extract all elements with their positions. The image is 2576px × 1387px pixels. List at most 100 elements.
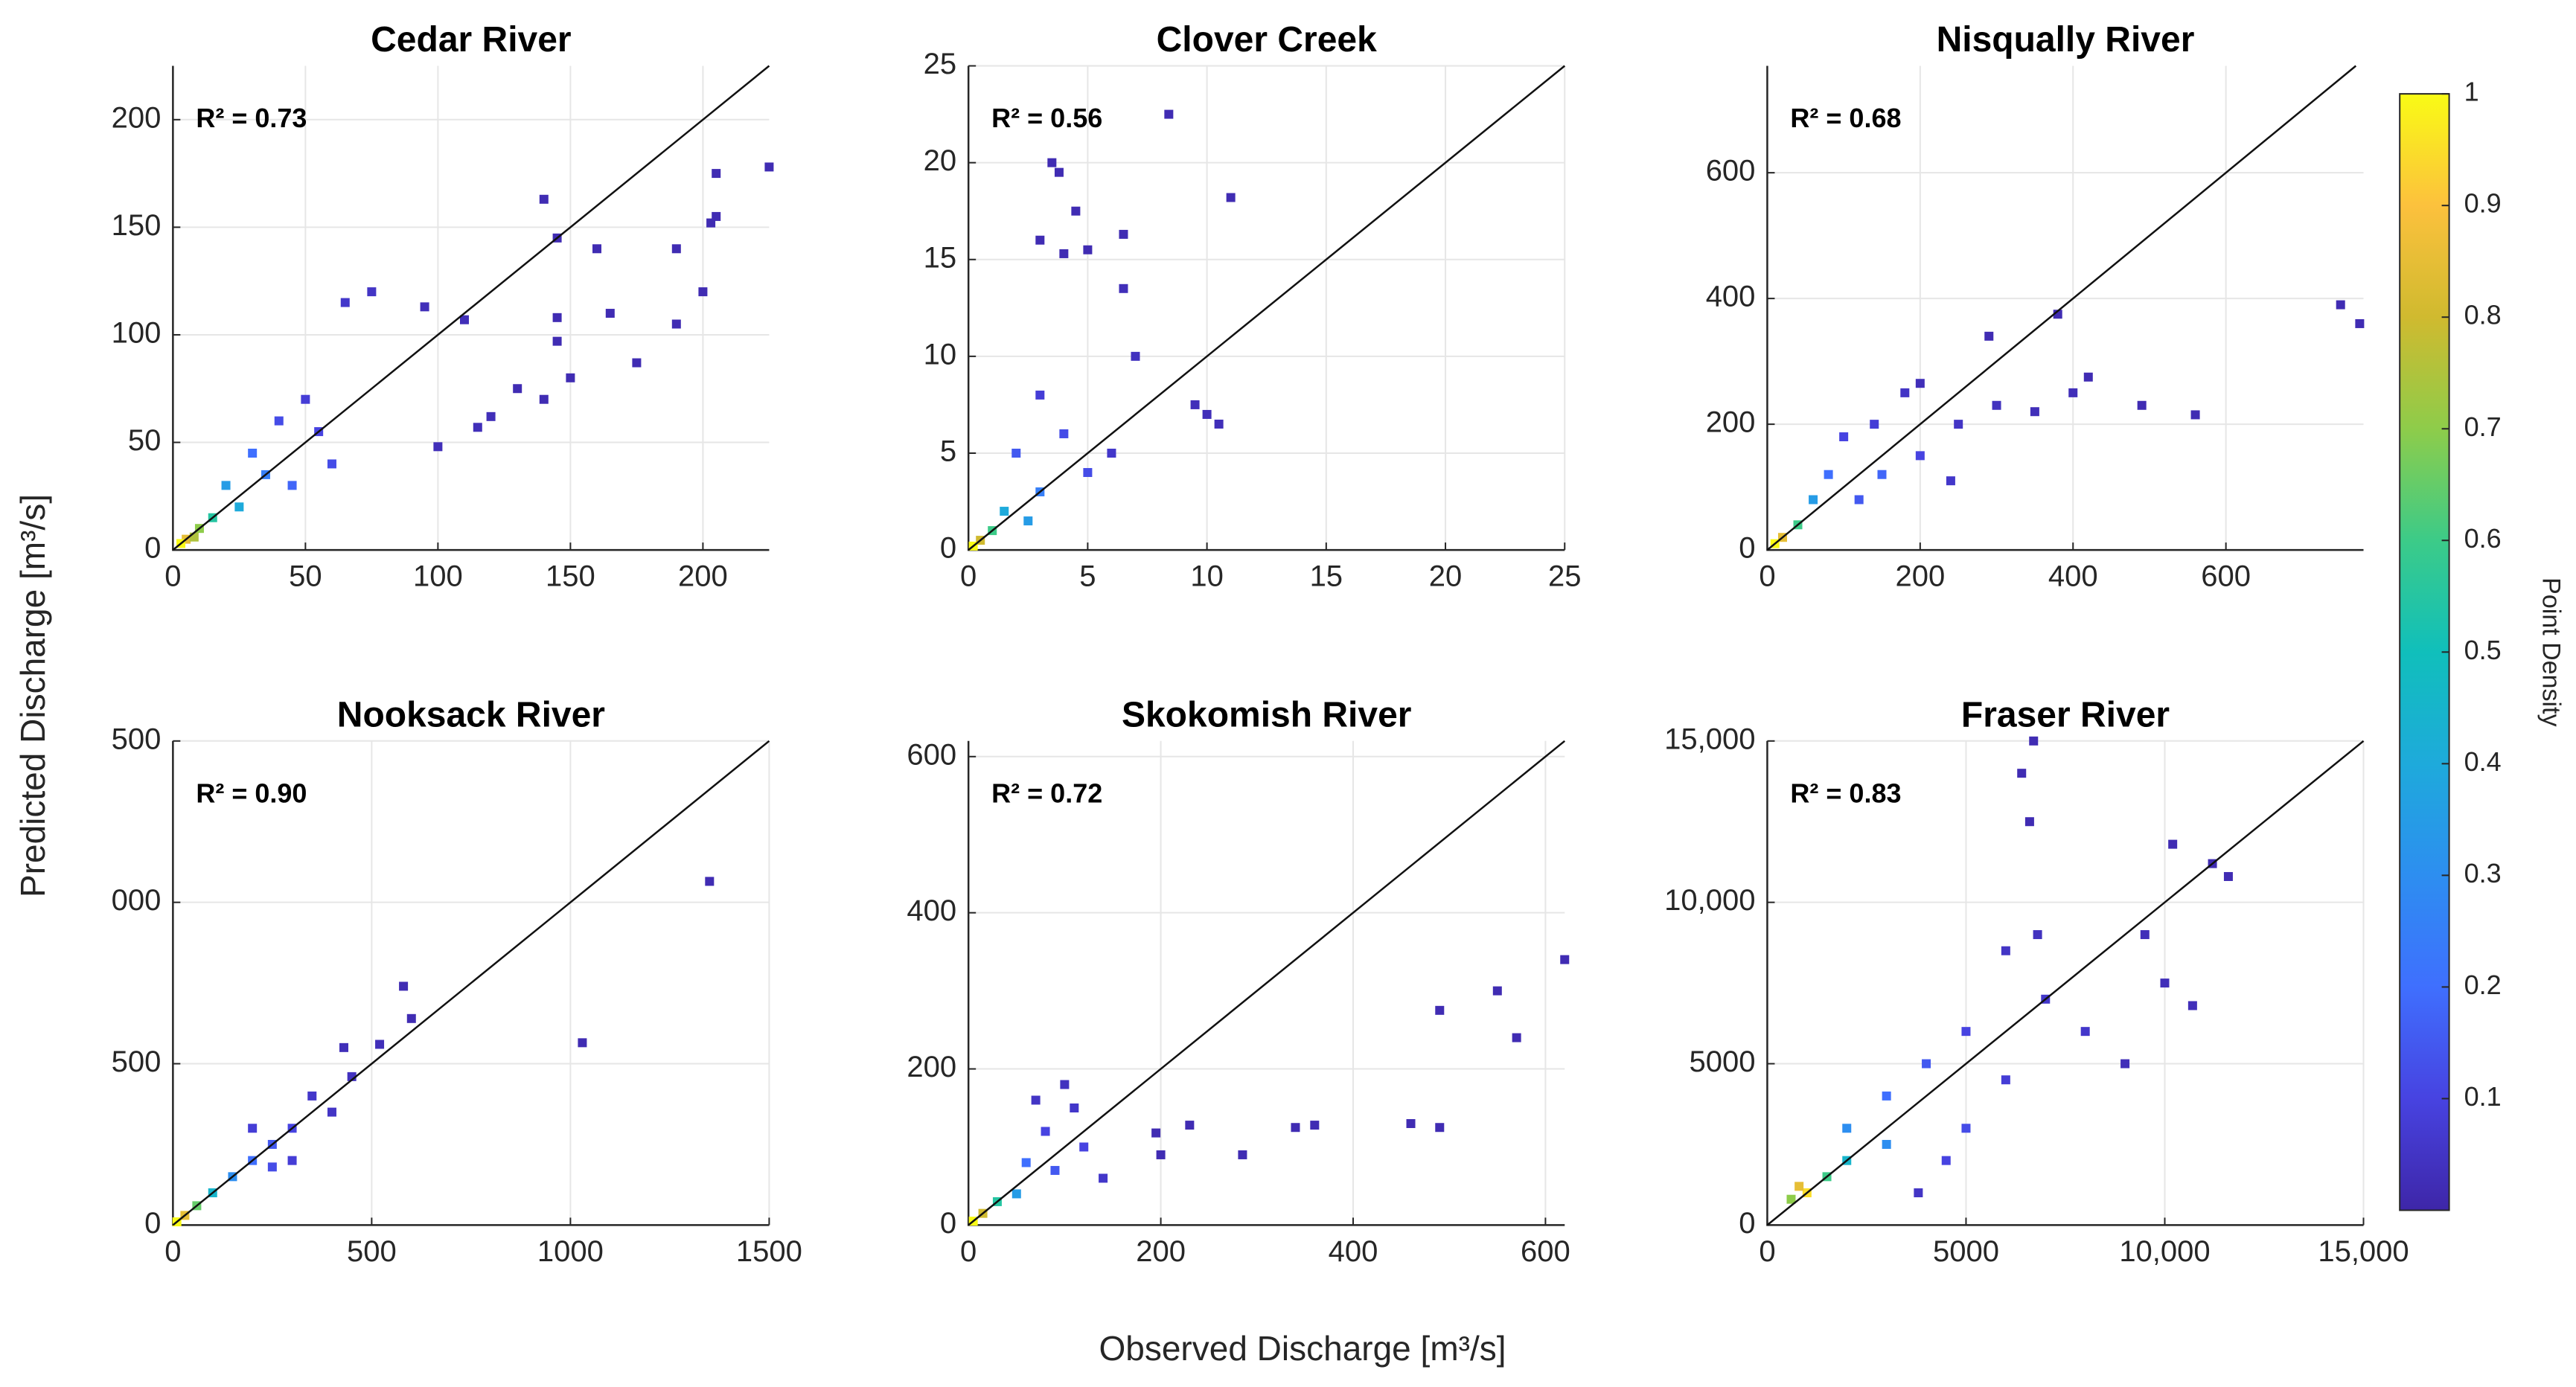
- colorbar-tick-label: 0.1: [2464, 1081, 2502, 1112]
- point: [2033, 930, 2042, 940]
- x-tick-label: 1000: [537, 1235, 604, 1268]
- point: [1877, 470, 1887, 479]
- y-tick-label: 0: [1739, 532, 1755, 565]
- point: [1226, 193, 1236, 202]
- one-to-one-line: [1766, 65, 2357, 551]
- point: [287, 481, 297, 490]
- point: [1185, 1121, 1195, 1130]
- y-tick-label: 0: [144, 532, 161, 565]
- point: [1492, 986, 1502, 996]
- y-tick-label: 200: [1706, 406, 1756, 439]
- one-to-one-line: [968, 740, 1566, 1226]
- point: [248, 448, 258, 458]
- colorbar-tick-label: 0.6: [2464, 523, 2502, 554]
- plot-title: Cedar River: [371, 20, 571, 60]
- x-tick-label: 400: [2048, 560, 2098, 593]
- y-tick-label: 000: [112, 884, 162, 917]
- point: [307, 1091, 317, 1101]
- point: [301, 394, 310, 404]
- point: [406, 1013, 416, 1023]
- point: [1794, 1182, 1804, 1191]
- point: [1050, 1165, 1060, 1175]
- point: [705, 877, 715, 886]
- point: [632, 358, 642, 368]
- point: [2068, 388, 2078, 397]
- point: [2001, 1075, 2010, 1085]
- point: [1031, 1095, 1041, 1105]
- point: [1099, 1173, 1108, 1183]
- point: [1870, 420, 1879, 429]
- y-tick-label: 200: [112, 101, 162, 134]
- point: [578, 1038, 587, 1048]
- point: [1839, 432, 1849, 442]
- point: [1156, 1150, 1166, 1159]
- point: [1060, 1080, 1070, 1089]
- point: [1435, 1123, 1445, 1133]
- point: [267, 1162, 277, 1172]
- colorbar-tick-label: 0.5: [2464, 635, 2502, 665]
- point: [2030, 407, 2039, 417]
- point: [375, 1040, 385, 1049]
- point: [1023, 516, 1033, 526]
- x-tick-label: 0: [960, 560, 977, 593]
- point: [513, 384, 522, 394]
- point: [1190, 400, 1200, 409]
- point: [1035, 390, 1045, 400]
- point: [671, 244, 681, 254]
- point: [327, 1107, 336, 1117]
- colorbar-tick-label: 0.9: [2464, 188, 2502, 219]
- point: [1238, 1150, 1247, 1159]
- point: [1202, 409, 1212, 419]
- x-tick-label: 400: [1329, 1235, 1378, 1268]
- y-tick-label: 500: [112, 723, 162, 755]
- y-tick-label: 15,000: [1664, 723, 1755, 755]
- r-squared: R² = 0.56: [991, 103, 1102, 133]
- y-tick-label: 10,000: [1664, 884, 1755, 917]
- point: [433, 442, 443, 452]
- point: [1107, 448, 1116, 458]
- one-to-one-line: [1766, 740, 2365, 1226]
- point: [1021, 1158, 1031, 1167]
- point: [2140, 930, 2150, 940]
- y-axis-label: Predicted Discharge [m³/s]: [13, 494, 52, 897]
- x-tick-label: 0: [1759, 560, 1775, 593]
- y-tick-label: 100: [112, 317, 162, 350]
- x-tick-label: 10,000: [2119, 1235, 2210, 1268]
- point: [1151, 1128, 1161, 1138]
- y-tick-label: 20: [924, 144, 957, 177]
- point: [1992, 400, 2001, 410]
- point: [486, 411, 496, 421]
- point: [1900, 388, 1910, 397]
- y-tick-label: 50: [128, 424, 162, 457]
- r-squared: R² = 0.83: [1790, 778, 1901, 808]
- x-tick-label: 600: [2201, 560, 2251, 593]
- x-tick-label: 600: [1521, 1235, 1570, 1268]
- x-tick-label: 15,000: [2318, 1235, 2409, 1268]
- point: [1070, 1103, 1079, 1112]
- point: [399, 981, 409, 991]
- x-tick-label: 0: [164, 560, 181, 593]
- r-squared: R² = 0.90: [196, 778, 307, 808]
- point: [1119, 284, 1128, 293]
- x-tick-label: 25: [1548, 560, 1582, 593]
- point: [605, 309, 615, 318]
- point: [1961, 1124, 1971, 1133]
- point: [1011, 448, 1021, 458]
- point: [539, 194, 549, 204]
- r-squared: R² = 0.68: [1790, 103, 1901, 133]
- point: [698, 287, 708, 297]
- point: [539, 394, 549, 404]
- point: [2190, 410, 2200, 420]
- point: [2017, 769, 2027, 778]
- point: [1512, 1033, 1521, 1042]
- y-tick-label: 0: [1739, 1207, 1755, 1240]
- point: [1984, 331, 1994, 341]
- one-to-one-line: [172, 65, 770, 551]
- point: [2187, 1001, 2197, 1010]
- point: [1961, 1027, 1971, 1037]
- y-tick-label: 400: [907, 894, 956, 927]
- x-tick-label: 20: [1429, 560, 1463, 593]
- point: [712, 169, 721, 179]
- point: [1914, 1188, 1923, 1198]
